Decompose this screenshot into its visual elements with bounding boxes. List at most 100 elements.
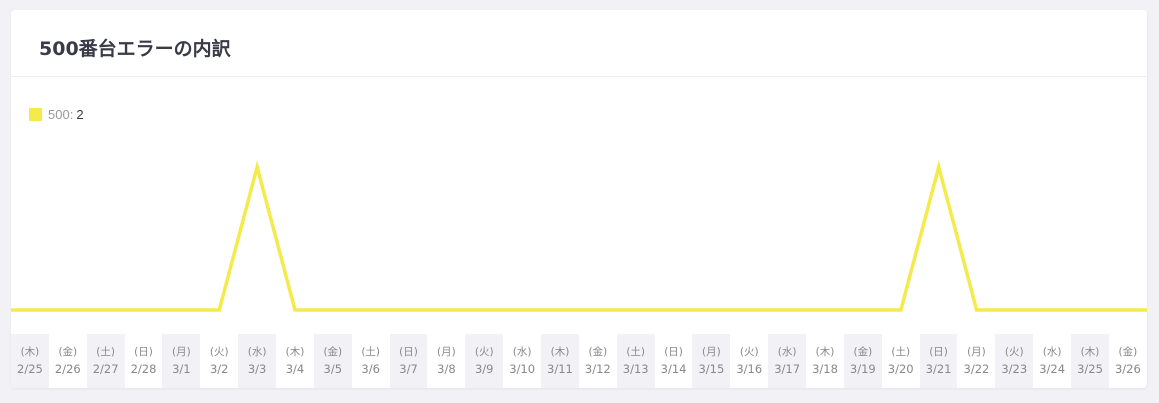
date-label: 3/7 [399, 362, 418, 376]
x-tick-label: (日) 3/7 [389, 334, 428, 388]
legend-item-500[interactable]: 500: 2 [29, 107, 84, 122]
x-tick-label: (金) 3/19 [843, 334, 882, 388]
x-tick-label: (月) 3/8 [427, 334, 465, 388]
weekday-label: (木) [285, 346, 305, 358]
x-tick-label: (火) 3/23 [995, 334, 1034, 388]
weekday-label: (土) [361, 346, 381, 358]
weekday-label: (月) [172, 346, 191, 358]
weekday-label: (金) [1118, 346, 1138, 358]
date-label: 3/12 [584, 362, 611, 376]
x-tick-label: (水) 3/10 [503, 334, 541, 388]
x-tick-label: (水) 3/17 [768, 334, 807, 388]
date-label: 3/13 [622, 362, 649, 376]
x-tick-label: (金) 3/12 [579, 334, 617, 388]
date-label: 3/11 [547, 362, 573, 376]
weekday-label: (月) [437, 346, 456, 358]
date-label: 3/6 [361, 362, 380, 376]
weekday-label: (月) [967, 346, 986, 358]
x-tick-label: (日) 3/21 [919, 334, 958, 388]
x-tick-label: (土) 3/13 [616, 334, 655, 388]
date-label: 3/24 [1039, 362, 1066, 376]
weekday-label: (日) [929, 346, 948, 358]
card-header: 500番台エラーの内訳 [11, 10, 1147, 77]
date-label: 3/14 [660, 362, 687, 376]
legend-value: 2 [76, 107, 84, 122]
weekday-label: (水) [1042, 346, 1062, 358]
x-tick-label: (月) 3/15 [692, 334, 731, 388]
x-tick-label: (水) 3/3 [238, 334, 277, 388]
date-label: 3/16 [736, 362, 763, 376]
x-tick-label: (月) 3/22 [957, 334, 995, 388]
x-tick-label: (日) 3/14 [655, 334, 693, 388]
x-tick-label: (火) 3/16 [730, 334, 768, 388]
date-label: 3/18 [812, 362, 838, 376]
weekday-label: (月) [702, 346, 721, 358]
weekday-label: (土) [891, 346, 911, 358]
x-tick-label: (土) 3/6 [352, 334, 390, 388]
date-label: 3/4 [285, 362, 305, 376]
x-tick-label: (木) 3/11 [541, 334, 579, 388]
date-label: 3/1 [172, 362, 191, 376]
weekday-label: (日) [134, 346, 153, 358]
weekday-label: (日) [664, 346, 683, 358]
date-label: 2/26 [54, 362, 81, 376]
date-label: 3/8 [437, 362, 456, 376]
error-breakdown-card: 500番台エラーの内訳 500: 2 (木) 2/25 (金) 2/26 (土) 2/27… [11, 10, 1147, 388]
date-label: 3/15 [698, 362, 725, 376]
date-label: 2/27 [92, 362, 119, 376]
x-tick-label: (木) 3/25 [1071, 334, 1109, 388]
x-tick-label: (火) 3/9 [465, 334, 504, 388]
weekday-label: (木) [815, 346, 835, 358]
x-tick-label: (土) 2/27 [86, 334, 125, 388]
x-tick-label: (水) 3/24 [1033, 334, 1071, 388]
date-label: 3/19 [849, 362, 876, 376]
date-label: 3/10 [509, 362, 536, 376]
card-title: 500番台エラーの内訳 [39, 38, 231, 60]
weekday-label: (土) [626, 346, 646, 358]
weekday-label: (火) [1004, 346, 1024, 358]
x-tick-label: (木) 3/18 [806, 334, 844, 388]
x-tick-label: (土) 3/20 [882, 334, 920, 388]
x-tick-label: (木) 3/4 [276, 334, 314, 388]
date-label: 3/22 [963, 362, 990, 376]
date-label: 3/23 [1001, 362, 1028, 376]
weekday-label: (土) [96, 346, 115, 358]
weekday-label: (木) [20, 346, 40, 358]
x-tick-label: (木) 2/25 [11, 334, 49, 388]
x-tick-label: (金) 3/5 [313, 334, 352, 388]
legend-name: 500: [48, 107, 74, 122]
date-label: 3/21 [925, 362, 952, 376]
weekday-label: (水) [512, 346, 532, 358]
date-label: 3/9 [474, 362, 494, 376]
x-tick-label: (火) 3/2 [200, 334, 238, 388]
weekday-label: (木) [550, 346, 570, 358]
weekday-label: (水) [247, 346, 267, 358]
date-label: 3/17 [774, 362, 801, 376]
date-label: 3/26 [1114, 362, 1141, 376]
weekday-label: (金) [588, 346, 608, 358]
weekday-label: (火) [209, 346, 229, 358]
weekday-label: (木) [1080, 346, 1100, 358]
line-chart [11, 160, 1147, 312]
weekday-label: (金) [853, 346, 873, 358]
weekday-label: (火) [739, 346, 759, 358]
date-label: 3/3 [247, 362, 267, 376]
date-label: 3/2 [209, 362, 229, 376]
weekday-label: (水) [777, 346, 797, 358]
weekday-label: (日) [399, 346, 418, 358]
legend-swatch [29, 108, 42, 121]
x-tick-label: (日) 2/28 [125, 334, 163, 388]
date-label: 2/25 [17, 362, 43, 376]
series-line-500 [11, 160, 1147, 312]
date-label: 2/28 [130, 362, 157, 376]
weekday-label: (金) [58, 346, 78, 358]
x-axis: (木) 2/25 (金) 2/26 (土) 2/27 (日) 2/28 (月) 3/1 (火) 3/2… [11, 334, 1147, 388]
x-tick-label: (金) 2/26 [49, 334, 87, 388]
weekday-label: (火) [474, 346, 494, 358]
x-tick-label: (月) 3/1 [162, 334, 201, 388]
date-label: 3/20 [887, 362, 914, 376]
x-tick-label: (金) 3/26 [1109, 334, 1147, 388]
date-label: 3/5 [323, 362, 343, 376]
date-label: 3/25 [1077, 362, 1103, 376]
weekday-label: (金) [323, 346, 343, 358]
